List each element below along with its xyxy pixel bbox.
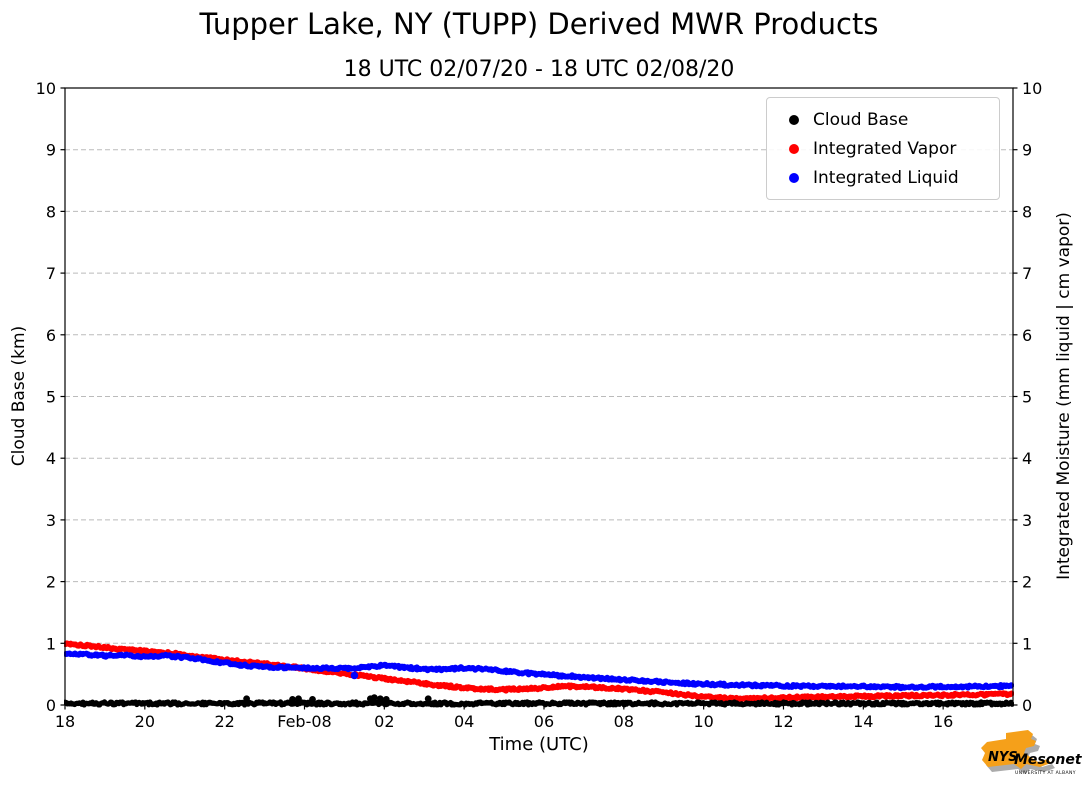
legend-item-integrated-liquid: Integrated Liquid bbox=[775, 163, 991, 192]
x-tick-label: 16 bbox=[933, 712, 953, 731]
series-integrated-liquid bbox=[64, 650, 1014, 692]
legend-item-integrated-vapor: Integrated Vapor bbox=[775, 134, 991, 163]
y-tick-label-right: 9 bbox=[1022, 141, 1032, 160]
chart-subtitle: 18 UTC 02/07/20 - 18 UTC 02/08/20 bbox=[343, 57, 735, 82]
legend-item-cloud-base: Cloud Base bbox=[775, 105, 991, 134]
nys-mesonet-logo: NYS Mesonet UNIVERSITY AT ALBANY bbox=[978, 728, 1084, 794]
y-axis-right: 0 1 2 3 4 5 6 7 8 9 10 bbox=[1013, 79, 1042, 715]
y-tick-label-right: 4 bbox=[1022, 449, 1032, 468]
y-tick-label-right: 8 bbox=[1022, 202, 1032, 221]
legend-marker-icon bbox=[789, 114, 799, 125]
y-axis-left: 0 1 2 3 4 5 6 7 8 9 10 bbox=[36, 79, 65, 715]
x-tick-label: 06 bbox=[534, 712, 554, 731]
logo-mesonet-text: Mesonet bbox=[1014, 752, 1083, 768]
y-tick-label-left: 2 bbox=[46, 573, 56, 592]
legend-marker-icon bbox=[789, 143, 799, 154]
x-tick-label: 02 bbox=[374, 712, 394, 731]
legend: Cloud Base Integrated Vapor Integrated Liq… bbox=[766, 97, 1000, 200]
y-tick-label-right: 1 bbox=[1022, 634, 1032, 653]
y-tick-label-left: 1 bbox=[46, 634, 56, 653]
x-tick-label: 22 bbox=[214, 712, 234, 731]
y-tick-label-left: 9 bbox=[46, 141, 56, 160]
y-tick-label-right: 6 bbox=[1022, 326, 1032, 345]
y-tick-label-right: 10 bbox=[1022, 79, 1042, 98]
y-tick-label-left: 8 bbox=[46, 202, 56, 221]
y-tick-label-right: 5 bbox=[1022, 388, 1032, 407]
y-tick-label-left: 5 bbox=[46, 388, 56, 407]
legend-marker-icon bbox=[789, 172, 799, 183]
chart-title: Tupper Lake, NY (TUPP) Derived MWR Produ… bbox=[199, 7, 879, 41]
logo-tagline-text: UNIVERSITY AT ALBANY bbox=[1015, 770, 1076, 776]
ny-state-shape bbox=[981, 730, 1051, 769]
x-tick-label: 14 bbox=[853, 712, 873, 731]
legend-label: Integrated Liquid bbox=[813, 167, 959, 188]
y-tick-label-left: 3 bbox=[46, 511, 56, 530]
gridlines bbox=[65, 149, 1013, 644]
x-tick-label: 18 bbox=[55, 712, 75, 731]
logo-nys-text: NYS bbox=[988, 750, 1018, 765]
y-tick-label-right: 3 bbox=[1022, 511, 1032, 530]
y-tick-label-right: 7 bbox=[1022, 264, 1032, 283]
x-tick-label: 12 bbox=[773, 712, 793, 731]
y-tick-label-left: 7 bbox=[46, 264, 56, 283]
x-tick-label: 20 bbox=[135, 712, 155, 731]
x-tick-label: 08 bbox=[614, 712, 634, 731]
y-tick-label-left: 4 bbox=[46, 449, 56, 468]
y-tick-label-right: 0 bbox=[1022, 696, 1032, 715]
legend-label: Cloud Base bbox=[813, 109, 909, 130]
x-axis: 18 20 22 Feb-08 02 04 06 08 10 12 14 16 bbox=[55, 705, 953, 731]
y-tick-label-left: 0 bbox=[46, 696, 56, 715]
y-axis-label-left: Cloud Base (km) bbox=[9, 325, 29, 467]
y-tick-label-right: 2 bbox=[1022, 573, 1032, 592]
x-tick-label: 10 bbox=[693, 712, 713, 731]
x-tick-label: 04 bbox=[454, 712, 474, 731]
x-axis-label: Time (UTC) bbox=[489, 734, 589, 755]
y-axis-label-right: Integrated Moisture (mm liquid | cm vapo… bbox=[1054, 212, 1074, 580]
y-tick-label-left: 10 bbox=[36, 79, 56, 98]
y-tick-label-left: 6 bbox=[46, 326, 56, 345]
x-tick-label: Feb-08 bbox=[277, 712, 331, 731]
legend-label: Integrated Vapor bbox=[813, 138, 957, 159]
ny-state-graphic: NYS Mesonet UNIVERSITY AT ALBANY bbox=[981, 730, 1083, 776]
